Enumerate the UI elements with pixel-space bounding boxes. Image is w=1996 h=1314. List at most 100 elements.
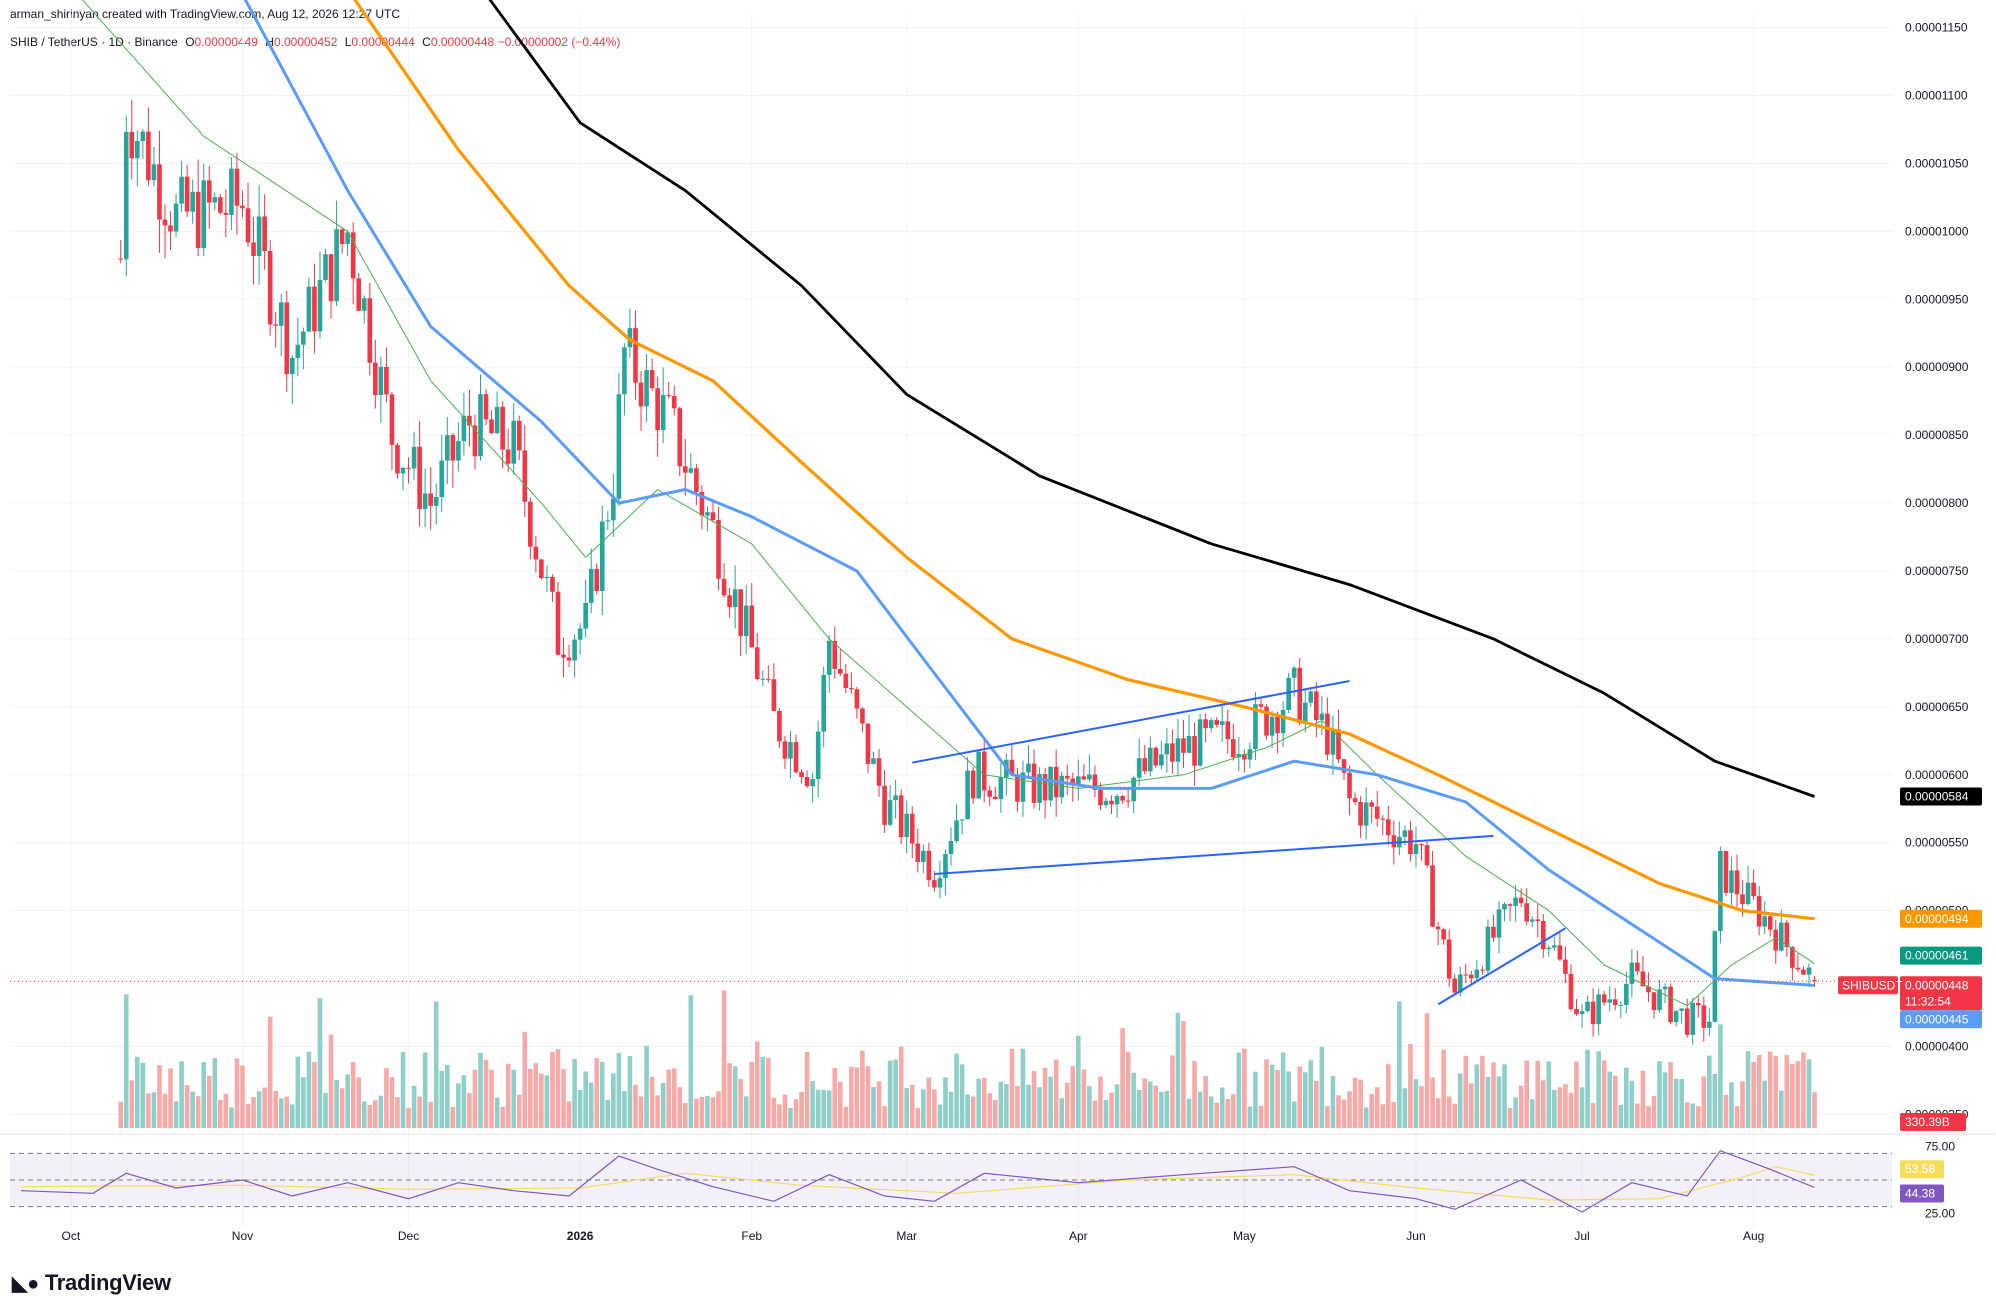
volume-bar <box>295 1056 301 1128</box>
volume-bar <box>1103 1100 1109 1128</box>
volume-bar <box>1009 1048 1015 1128</box>
tag-countdown: 11:32:54 <box>1905 994 1951 1008</box>
volume-bar <box>389 1077 395 1128</box>
candle-body <box>516 420 522 451</box>
candle-body <box>727 595 732 608</box>
candle-body <box>1048 766 1053 801</box>
volume-bar <box>821 1089 826 1128</box>
volume-bar <box>1801 1052 1806 1128</box>
candles <box>118 99 1817 1045</box>
volume-bar <box>1684 1102 1690 1128</box>
x-tick-label: Oct <box>62 1229 81 1243</box>
candle-body <box>1302 702 1308 724</box>
candle-body <box>328 254 334 302</box>
volume-bar <box>893 1059 898 1128</box>
volume-bar <box>1784 1055 1790 1128</box>
volume-bar <box>1231 1094 1236 1128</box>
volume-bar <box>373 1100 378 1128</box>
candle-body <box>1308 691 1314 703</box>
candle-body <box>738 589 743 637</box>
candle-body <box>1142 758 1148 772</box>
volume-bar <box>1242 1048 1247 1128</box>
symbol-name[interactable]: SHIB / TetherUS · 1D · Binance <box>10 35 178 49</box>
candle-body <box>262 216 267 252</box>
candle-body <box>561 654 566 658</box>
volume-bar <box>622 1091 627 1128</box>
volume-bar <box>1391 1102 1397 1128</box>
candle-body <box>810 779 815 787</box>
candle-body <box>1657 989 1662 1011</box>
volume-bar <box>666 1069 671 1128</box>
volume-bar <box>1474 1064 1480 1128</box>
tradingview-wordmark: TradingView <box>44 1270 171 1295</box>
volume-bar <box>1413 1079 1419 1128</box>
volume-bar <box>1635 1103 1640 1128</box>
candle-body <box>1767 916 1773 930</box>
volume-pane <box>118 990 1817 1128</box>
volume-bar <box>1679 1079 1684 1128</box>
candle-body <box>483 394 489 420</box>
candle-body <box>1618 1005 1624 1007</box>
volume-bar <box>1762 1080 1767 1128</box>
y-tick-label: 0.00001050 <box>1905 156 1969 170</box>
volume-bar <box>317 998 323 1128</box>
candle-body <box>450 435 456 461</box>
grid-lines <box>10 14 1892 1228</box>
volume-bar <box>743 1096 749 1128</box>
candle-body <box>273 324 278 326</box>
volume-bar <box>1502 1064 1507 1128</box>
volume-bar <box>561 1069 566 1128</box>
volume-bar <box>162 1093 168 1128</box>
candle-body <box>1042 774 1048 801</box>
candle-body <box>771 679 777 711</box>
candle-body <box>677 408 683 467</box>
candle-body <box>1552 945 1557 948</box>
volume-bar <box>1319 1046 1325 1128</box>
candle-body <box>361 298 367 311</box>
candle-body <box>638 382 644 407</box>
candle-body <box>395 444 400 474</box>
candle-body <box>1242 754 1247 760</box>
candle-body <box>865 723 871 764</box>
volume-bar <box>965 1094 970 1128</box>
candle-body <box>1219 721 1225 725</box>
volume-bar <box>1430 1077 1435 1128</box>
volume-bar <box>1297 1066 1303 1128</box>
candle-body <box>898 795 904 838</box>
tag-rsi-ma-bg <box>1900 1160 1944 1179</box>
candle-body <box>1214 720 1219 725</box>
candle-body <box>1430 865 1435 927</box>
volume-bar <box>943 1077 948 1128</box>
candle-body <box>384 366 389 395</box>
candle-body <box>1181 738 1186 753</box>
volume-bar <box>915 1107 921 1128</box>
volume-bar <box>1053 1059 1059 1128</box>
volume-bar <box>1142 1078 1148 1128</box>
volume-bar <box>1125 1051 1131 1128</box>
candle-body <box>1452 978 1458 993</box>
tradingview-logo[interactable]: ◣● TradingView <box>12 1270 171 1296</box>
volume-bar <box>832 1067 838 1128</box>
volume-bar <box>566 1101 572 1128</box>
change-value: −0.00000002 (−0.44%) <box>497 35 621 49</box>
tag-ma-fast: 0.00000461 <box>1905 949 1969 963</box>
candle-body <box>1596 994 1601 1025</box>
candle-body <box>1579 1011 1585 1015</box>
volume-bar <box>206 1075 212 1128</box>
volume-bar <box>328 1034 334 1128</box>
candle-body <box>417 446 422 509</box>
volume-bar <box>1419 1086 1424 1128</box>
volume-bar <box>1485 1076 1491 1128</box>
volume-bar <box>948 1091 954 1128</box>
candle-body <box>1203 719 1208 729</box>
candle-body <box>1026 763 1031 773</box>
volume-bar <box>638 1096 644 1128</box>
volume-bar <box>1408 1044 1413 1128</box>
candle-body <box>815 731 821 780</box>
tag-rsi-bg <box>1900 1184 1944 1203</box>
candle-body <box>749 605 755 648</box>
volume-bar <box>926 1077 932 1128</box>
volume-bar <box>1612 1075 1618 1128</box>
volume-bar <box>212 1058 218 1128</box>
